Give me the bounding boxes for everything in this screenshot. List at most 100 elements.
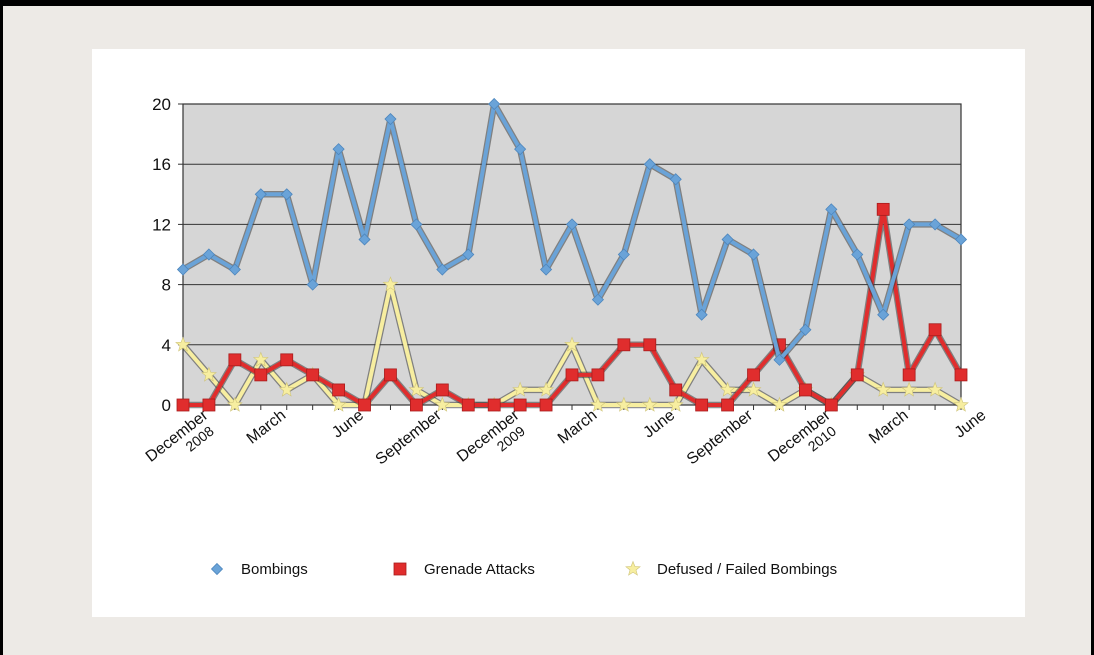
data-point <box>745 381 762 397</box>
data-point <box>332 383 346 397</box>
data-point <box>747 368 760 382</box>
data-point <box>875 381 892 397</box>
data-point <box>384 368 397 382</box>
data-point <box>591 368 605 382</box>
data-point <box>487 398 501 412</box>
data-point <box>877 308 890 321</box>
legend-item: Bombings <box>210 561 308 578</box>
data-point <box>280 353 294 367</box>
data-point <box>228 263 241 276</box>
plot-area <box>182 103 962 406</box>
data-point <box>825 203 838 216</box>
x-tick-label: September <box>373 406 446 468</box>
data-point <box>410 218 423 231</box>
y-tick-label: 0 <box>162 396 171 415</box>
data-point <box>903 218 916 231</box>
data-point <box>384 112 397 126</box>
legend-label: Defused / Failed Bombings <box>657 561 837 578</box>
data-point <box>462 248 475 261</box>
data-point <box>514 143 527 156</box>
data-point <box>799 323 812 336</box>
data-point <box>408 381 425 397</box>
x-tick-label: June <box>640 407 678 442</box>
data-point <box>719 381 736 397</box>
data-point <box>512 381 529 397</box>
data-point <box>747 248 760 261</box>
data-point <box>824 398 838 412</box>
data-point <box>876 202 890 216</box>
data-point <box>927 381 944 397</box>
data-point <box>954 368 968 382</box>
y-tick-label: 4 <box>162 336 171 355</box>
data-point <box>540 263 553 276</box>
chart-card: 0 4 8 12 16 20 December 2008 March June September D… <box>92 49 1025 617</box>
data-point <box>721 398 734 412</box>
data-point <box>564 336 580 352</box>
data-point <box>617 248 630 261</box>
data-point <box>695 308 708 321</box>
x-tick-label: March <box>244 407 289 448</box>
data-point <box>901 381 918 397</box>
data-point <box>461 398 475 412</box>
data-point <box>176 263 190 276</box>
data-point <box>850 368 864 382</box>
legend-item: Defused / Failed Bombings <box>625 560 837 578</box>
data-point <box>409 398 423 412</box>
data-point <box>201 366 217 382</box>
data-point <box>278 381 295 397</box>
data-point <box>695 398 709 412</box>
y-tick-label: 8 <box>162 276 171 295</box>
data-point <box>382 276 399 292</box>
data-point <box>434 396 451 412</box>
data-point <box>669 383 683 397</box>
data-point <box>226 396 243 412</box>
y-tick-label: 20 <box>152 95 171 114</box>
x-tick-label: September <box>684 406 757 468</box>
data-point <box>928 323 942 337</box>
data-point <box>435 383 449 397</box>
legend-marker <box>625 560 641 576</box>
data-point <box>306 278 319 291</box>
data-point <box>773 353 786 366</box>
data-point <box>254 188 267 201</box>
x-tick-label: June <box>952 407 990 442</box>
data-point <box>929 218 942 231</box>
data-point <box>641 396 658 412</box>
data-point <box>669 173 682 186</box>
data-point <box>643 158 656 171</box>
data-point <box>306 368 320 382</box>
data-point <box>228 353 242 367</box>
data-point <box>643 338 657 352</box>
legend-item: Grenade Attacks <box>393 561 535 578</box>
legend-label: Grenade Attacks <box>424 561 535 578</box>
data-point <box>513 398 527 412</box>
data-point <box>693 351 710 367</box>
data-point <box>358 233 371 246</box>
data-point <box>280 188 293 201</box>
data-point <box>617 338 631 352</box>
data-point <box>851 248 864 261</box>
series-bombings <box>176 97 968 366</box>
y-tick-label: 12 <box>152 215 171 234</box>
data-point <box>667 396 684 412</box>
data-point <box>176 398 190 412</box>
data-point <box>330 396 347 412</box>
legend-marker <box>393 562 407 576</box>
data-point <box>591 293 604 306</box>
legend-marker <box>210 562 224 576</box>
data-point <box>538 381 555 397</box>
data-point <box>254 368 268 382</box>
data-point <box>252 351 269 367</box>
data-point <box>615 396 632 412</box>
data-point <box>539 398 553 412</box>
data-point <box>202 398 216 412</box>
x-tick-label: March <box>555 407 600 448</box>
data-point <box>565 368 579 382</box>
series-grenade-attacks <box>176 202 968 412</box>
data-point <box>902 368 916 382</box>
data-point <box>332 143 345 156</box>
data-point <box>771 396 788 412</box>
data-point <box>358 398 371 412</box>
